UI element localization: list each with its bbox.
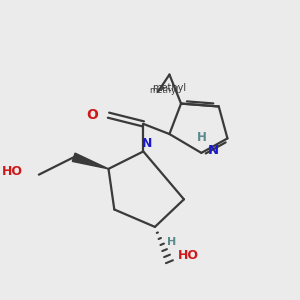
- Text: N: N: [207, 144, 218, 157]
- Text: HO: HO: [2, 165, 23, 178]
- Text: HO: HO: [178, 249, 199, 262]
- Text: H: H: [196, 131, 206, 144]
- Text: methyl: methyl: [149, 86, 178, 95]
- Text: O: O: [87, 108, 98, 122]
- Text: H: H: [167, 237, 176, 247]
- Text: N: N: [142, 137, 152, 150]
- Text: methyl: methyl: [152, 83, 187, 94]
- Polygon shape: [72, 153, 109, 169]
